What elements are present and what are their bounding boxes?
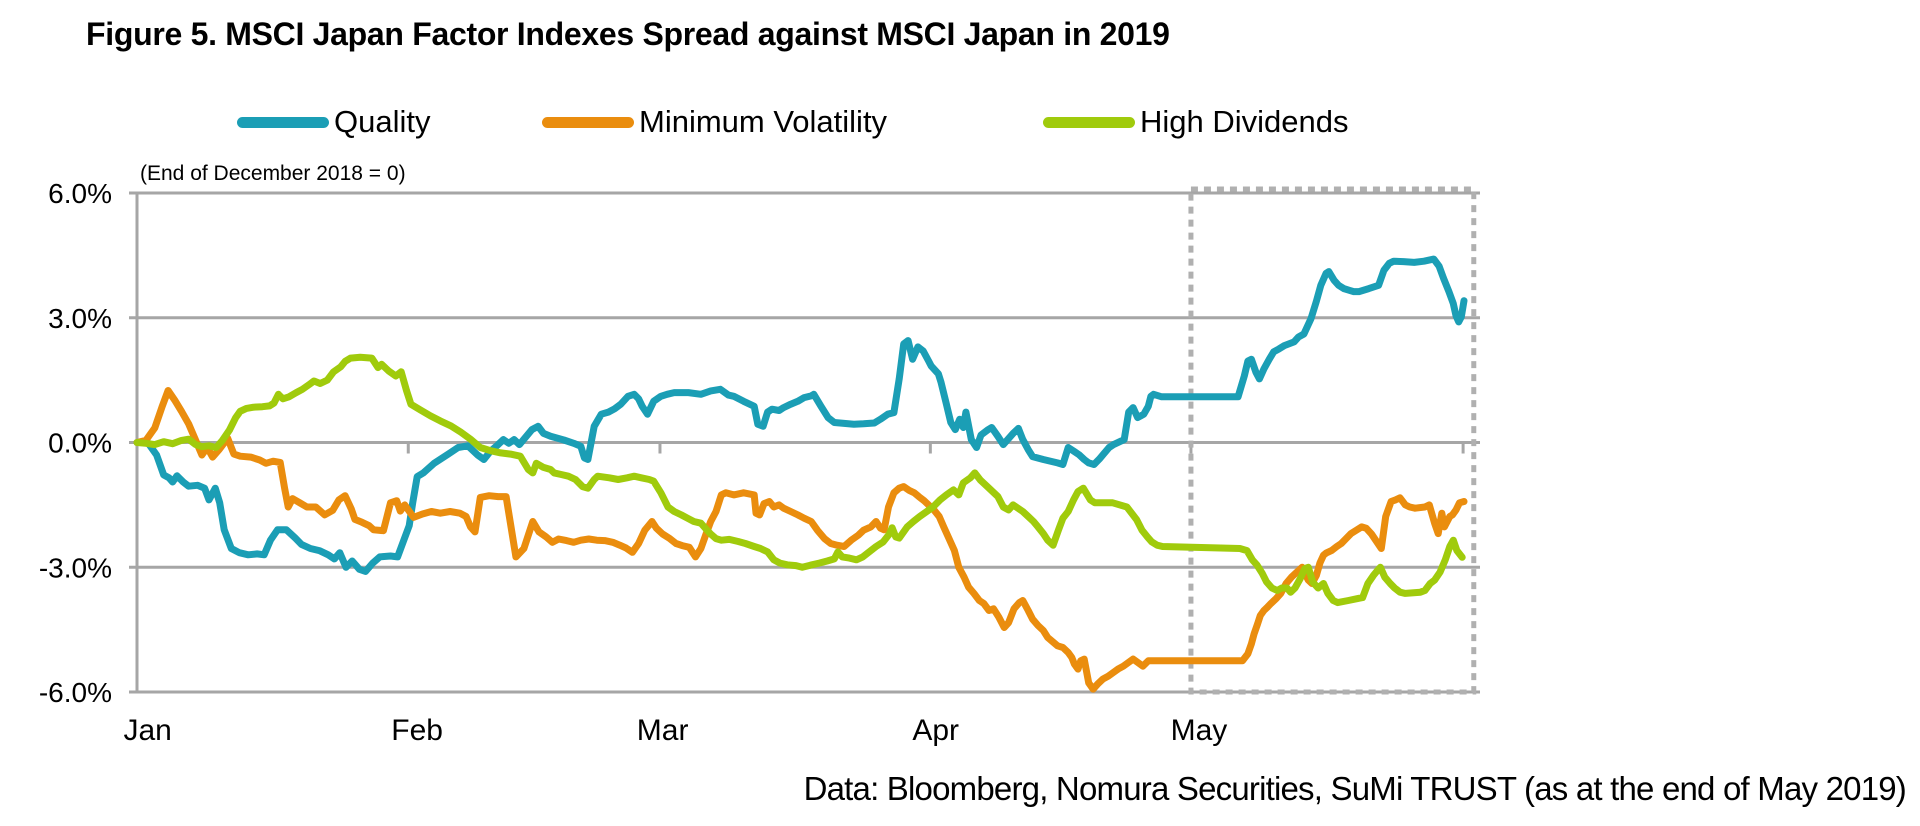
high-dividends-line-swatch (1043, 116, 1135, 128)
x-axis-label-Feb: Feb (391, 714, 443, 747)
minimum-volatility-line-swatch (542, 116, 634, 128)
series-line-high-dividends (133, 353, 1466, 607)
baseline-annotation: (End of December 2018 = 0) (140, 162, 406, 185)
series-line-quality (133, 255, 1468, 575)
y-axis-label: 0.0% (48, 428, 112, 459)
y-axis-label: -6.0% (39, 677, 112, 708)
x-axis-label-Mar: Mar (637, 714, 689, 747)
legend-label-quality: Quality (334, 104, 431, 139)
legend-label-high-dividends: High Dividends (1140, 104, 1349, 139)
y-axis-label: 6.0% (48, 178, 112, 209)
legend-item-quality: Quality (237, 103, 430, 141)
data-source-caption: Data: Bloomberg, Nomura Securities, SuMi… (803, 770, 1907, 807)
legend-label-minimum-volatility: Minimum Volatility (639, 104, 888, 139)
x-axis-label-May: May (1171, 714, 1228, 747)
x-axis-label-Jan: Jan (123, 714, 171, 747)
may-highlight-box (1188, 186, 1477, 695)
x-axis-label-Apr: Apr (912, 714, 959, 747)
quality-line-swatch (237, 116, 329, 128)
legend-item-minimum-volatility: Minimum Volatility (542, 103, 887, 141)
series-line-minimum-volatility (133, 387, 1468, 693)
figure-title: Figure 5. MSCI Japan Factor Indexes Spre… (86, 16, 1170, 52)
y-axis-label: -3.0% (39, 552, 112, 583)
legend-item-high-dividends: High Dividends (1043, 103, 1349, 141)
y-axis-label: 3.0% (48, 303, 112, 334)
